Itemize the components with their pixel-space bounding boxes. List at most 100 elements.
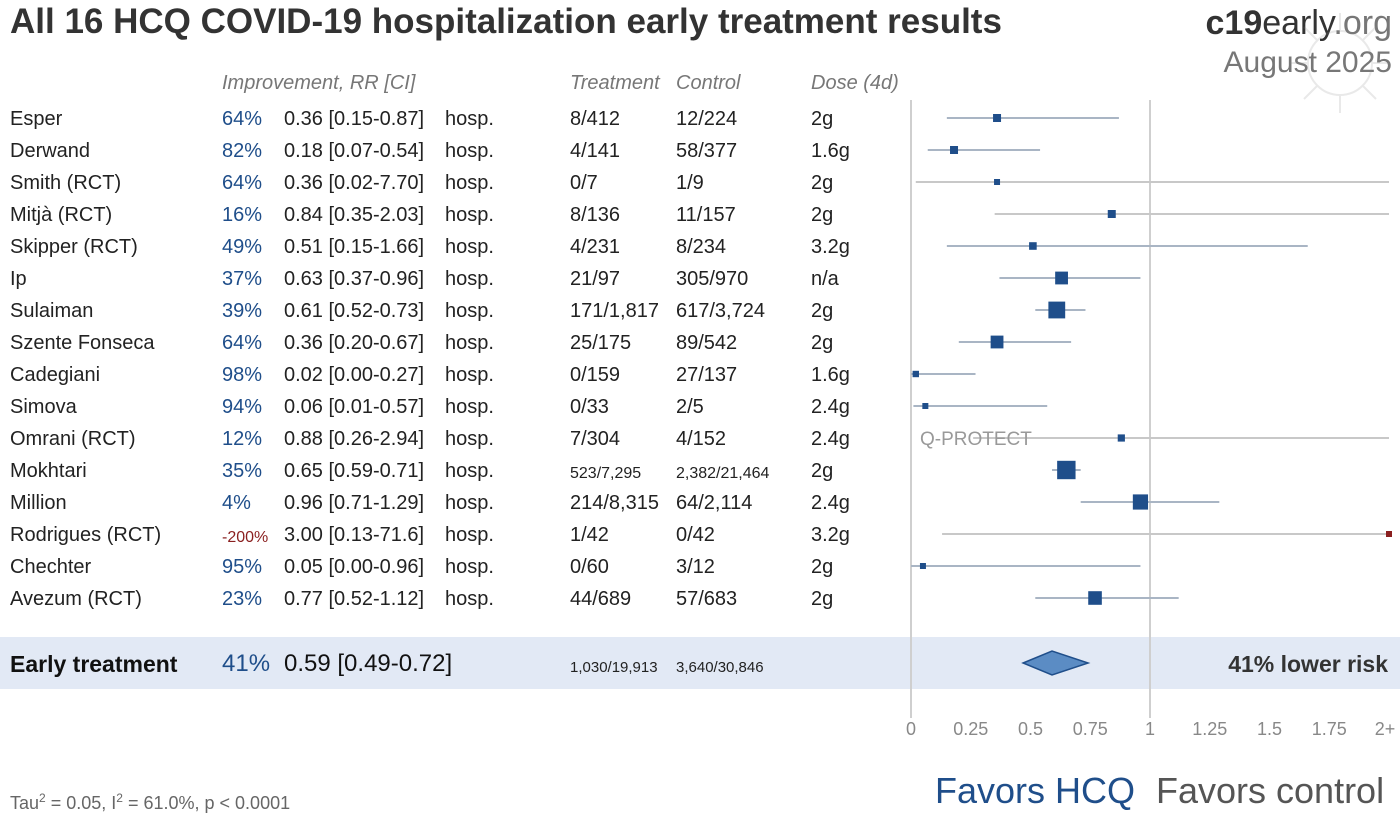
effect-marker bbox=[1057, 460, 1076, 480]
study-treatment: 0/33 bbox=[570, 396, 609, 418]
summary-risk-text: 41% lower risk bbox=[1228, 651, 1388, 677]
study-treatment: 8/136 bbox=[570, 204, 621, 226]
chart-title: All 16 HCQ COVID-19 hospitalization earl… bbox=[10, 2, 1002, 41]
header-control: Control bbox=[676, 72, 741, 94]
summary-label: Early treatment bbox=[10, 651, 178, 677]
study-rr: 0.05 [0.00-0.96] bbox=[284, 556, 425, 578]
study-outcome: hosp. bbox=[445, 364, 494, 386]
x-tick-label: 1.75 bbox=[1312, 719, 1347, 739]
i-rest: = 61.0%, p < 0.0001 bbox=[122, 793, 291, 813]
x-tick-label: 0.75 bbox=[1073, 719, 1108, 739]
study-control: 27/137 bbox=[676, 364, 738, 386]
study-dose: 2.4g bbox=[811, 428, 850, 450]
effect-marker bbox=[994, 179, 1001, 185]
brand-rest: early bbox=[1262, 4, 1334, 42]
x-tick-label: 0.25 bbox=[953, 719, 988, 739]
study-dose: 3.2g bbox=[811, 524, 850, 546]
study-outcome: hosp. bbox=[445, 108, 494, 130]
study-control: 617/3,724 bbox=[676, 300, 765, 322]
header-improvement: Improvement, RR [CI] bbox=[222, 72, 416, 94]
study-outcome: hosp. bbox=[445, 428, 494, 450]
study-outcome: hosp. bbox=[445, 140, 494, 162]
effect-marker bbox=[1048, 301, 1066, 319]
effect-marker bbox=[950, 146, 959, 154]
study-outcome: hosp. bbox=[445, 588, 494, 610]
study-rr: 0.02 [0.00-0.27] bbox=[284, 364, 425, 386]
study-outcome: hosp. bbox=[445, 204, 494, 226]
study-improvement: 23% bbox=[222, 588, 263, 610]
virus-icon bbox=[1290, 13, 1390, 113]
study-name: Sulaiman bbox=[10, 300, 94, 322]
study-rr: 3.00 [0.13-71.6] bbox=[284, 524, 425, 546]
study-control: 64/2,114 bbox=[676, 492, 753, 514]
study-dose: 2.4g bbox=[811, 396, 850, 418]
summary-improvement: 41% bbox=[222, 650, 271, 677]
study-rr: 0.88 [0.26-2.94] bbox=[284, 428, 425, 450]
x-tick-label: 2+ bbox=[1375, 719, 1396, 739]
study-outcome: hosp. bbox=[445, 172, 494, 194]
study-outcome: hosp. bbox=[445, 396, 494, 418]
study-control: 305/970 bbox=[676, 268, 749, 290]
study-dose: 2.4g bbox=[811, 492, 850, 514]
study-improvement: 94% bbox=[222, 396, 263, 418]
summary-band bbox=[0, 637, 1400, 689]
study-name: Avezum (RCT) bbox=[10, 588, 142, 610]
study-rr: 0.77 [0.52-1.12] bbox=[284, 588, 425, 610]
study-dose: 3.2g bbox=[811, 236, 850, 258]
summary-treatment: 1,030/19,913 bbox=[570, 659, 658, 676]
effect-marker bbox=[919, 563, 926, 569]
study-name: Mitjà (RCT) bbox=[10, 204, 113, 226]
study-outcome: hosp. bbox=[445, 300, 494, 322]
study-rr: 0.61 [0.52-0.73] bbox=[284, 300, 425, 322]
study-outcome: hosp. bbox=[445, 524, 494, 546]
study-dose: 2g bbox=[811, 556, 834, 578]
study-rr: 0.36 [0.02-7.70] bbox=[284, 172, 425, 194]
study-improvement: 64% bbox=[222, 172, 263, 194]
study-rr: 0.51 [0.15-1.66] bbox=[284, 236, 425, 258]
study-treatment: 21/97 bbox=[570, 268, 621, 290]
study-improvement: 64% bbox=[222, 332, 263, 354]
favors-control-label: Favors control bbox=[1156, 770, 1385, 811]
study-rr: 0.18 [0.07-0.54] bbox=[284, 140, 425, 162]
study-treatment: 523/7,295 bbox=[570, 465, 642, 482]
study-dose: 1.6g bbox=[811, 140, 850, 162]
tau-sup: 2 bbox=[39, 791, 46, 805]
i-sup: 2 bbox=[116, 791, 123, 805]
study-rr: 0.63 [0.37-0.96] bbox=[284, 268, 425, 290]
study-outcome: hosp. bbox=[445, 268, 494, 290]
study-control: 2,382/21,464 bbox=[676, 465, 770, 482]
study-outcome: hosp. bbox=[445, 236, 494, 258]
x-tick-label: 0.5 bbox=[1018, 719, 1043, 739]
effect-marker bbox=[1029, 242, 1037, 250]
study-improvement: 95% bbox=[222, 556, 263, 578]
study-dose: 2g bbox=[811, 108, 834, 130]
study-dose: 2g bbox=[811, 172, 834, 194]
study-dose: 2g bbox=[811, 300, 834, 322]
study-treatment: 44/689 bbox=[570, 588, 632, 610]
header-dose: Dose (4d) bbox=[811, 72, 899, 94]
effect-marker bbox=[1088, 591, 1102, 605]
study-dose: n/a bbox=[811, 268, 839, 290]
study-name: Cadegiani bbox=[10, 364, 101, 386]
brand-bold: c19 bbox=[1205, 4, 1263, 42]
study-treatment: 8/412 bbox=[570, 108, 621, 130]
study-name: Simova bbox=[10, 396, 77, 418]
study-outcome: hosp. bbox=[445, 492, 494, 514]
study-outcome: hosp. bbox=[445, 460, 494, 482]
study-treatment: 214/8,315 bbox=[570, 492, 659, 514]
study-control: 4/152 bbox=[676, 428, 727, 450]
study-treatment: 0/7 bbox=[570, 172, 598, 194]
study-name: Smith (RCT) bbox=[10, 172, 122, 194]
study-outcome: hosp. bbox=[445, 556, 494, 578]
study-improvement: 98% bbox=[222, 364, 263, 386]
study-name: Million bbox=[10, 492, 67, 514]
heterogeneity-stats: Tau2 = 0.05, I2 = 61.0%, p < 0.0001 bbox=[10, 786, 290, 815]
study-name: Szente Fonseca bbox=[10, 332, 155, 354]
study-annotation: Q-PROTECT bbox=[920, 429, 1032, 450]
study-treatment: 1/42 bbox=[570, 524, 609, 546]
study-rr: 0.36 [0.20-0.67] bbox=[284, 332, 425, 354]
effect-marker bbox=[922, 403, 929, 409]
effect-marker bbox=[1132, 494, 1149, 510]
summary-diamond bbox=[1021, 650, 1091, 676]
brand-suffix: .org bbox=[1333, 4, 1392, 42]
